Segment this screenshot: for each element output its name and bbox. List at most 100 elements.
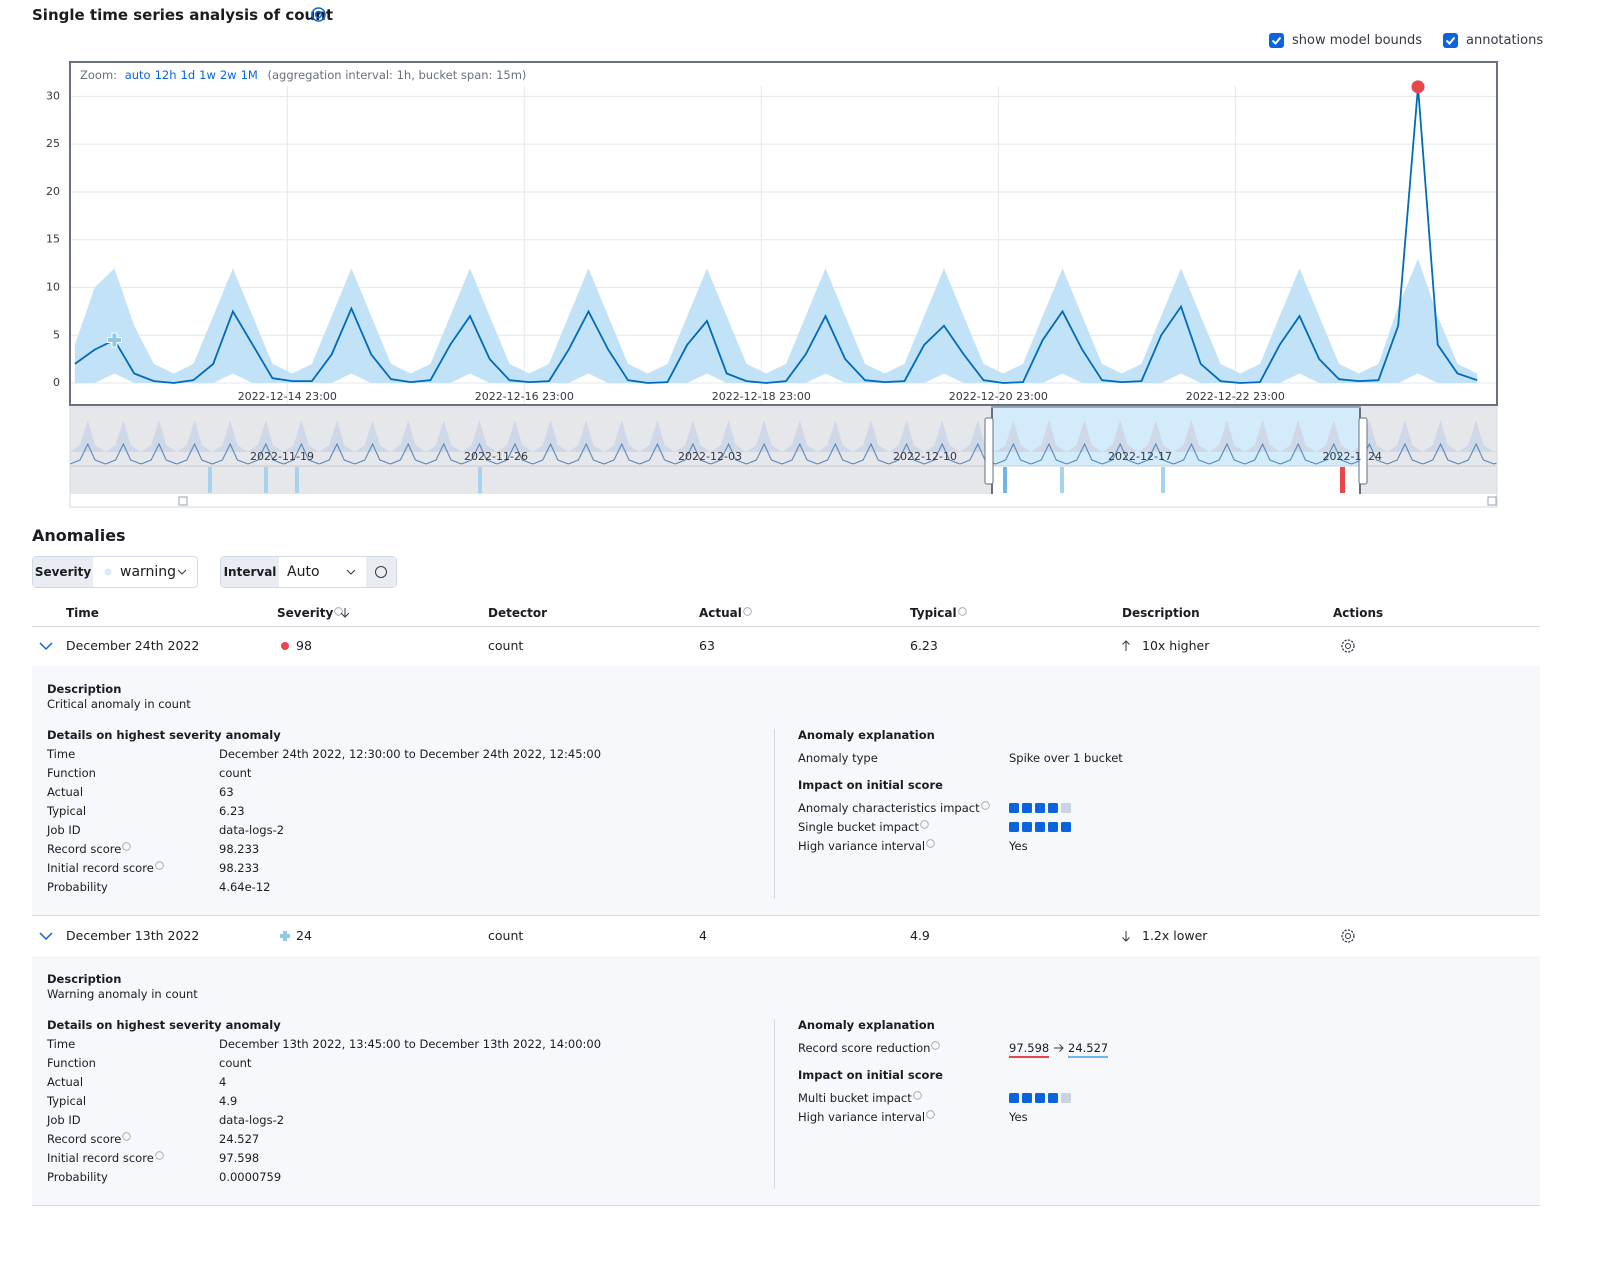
field-value: data-logs-2 bbox=[219, 1113, 285, 1127]
info-icon bbox=[958, 607, 967, 616]
checkbox-label[interactable]: show model bounds bbox=[1292, 33, 1423, 48]
zoom-option[interactable]: 2w bbox=[219, 68, 237, 82]
series-line bbox=[74, 86, 1478, 384]
zoom-option[interactable]: 1M bbox=[240, 68, 258, 82]
cell-severity: 98 bbox=[296, 638, 312, 653]
anomaly-marker bbox=[1411, 80, 1425, 94]
field-value: 6.23 bbox=[219, 804, 245, 818]
impact-blocks bbox=[1009, 1093, 1071, 1103]
help-button[interactable] bbox=[366, 557, 396, 587]
impact-label: High variance interval bbox=[798, 1110, 926, 1124]
expand-chevron bbox=[39, 932, 53, 941]
control-label: Severity bbox=[33, 557, 93, 587]
zoom-option[interactable]: 1w bbox=[199, 68, 216, 82]
overview-annotation bbox=[1060, 467, 1064, 493]
scroll-handle[interactable] bbox=[1487, 496, 1497, 506]
column-header: Actions bbox=[1333, 606, 1384, 620]
scroll-handle[interactable] bbox=[178, 496, 188, 506]
explanation-title: Anomaly explanation bbox=[798, 1018, 935, 1032]
field-value: 98.233 bbox=[219, 842, 260, 856]
overview-annotation bbox=[1161, 467, 1165, 493]
field-label: Time bbox=[47, 747, 76, 761]
impact-value: Yes bbox=[1009, 1110, 1028, 1124]
action-gear[interactable] bbox=[1340, 928, 1356, 944]
field-label: Actual bbox=[47, 785, 84, 799]
field-label: Job ID bbox=[47, 823, 81, 837]
column-header: Typical bbox=[910, 606, 957, 620]
field-value: 98.233 bbox=[219, 861, 260, 875]
impact-label: Multi bucket impact bbox=[798, 1091, 912, 1105]
control-value[interactable]: warning bbox=[120, 564, 177, 580]
x-tick-label: 2022-12-22 23:00 bbox=[1186, 390, 1285, 403]
zoom-option[interactable]: auto bbox=[124, 68, 151, 82]
control-value[interactable]: Auto bbox=[287, 564, 320, 580]
overview-annotation bbox=[264, 467, 268, 493]
zoom-label: Zoom: bbox=[80, 68, 118, 82]
field-value: December 13th 2022, 13:45:00 to December… bbox=[219, 1037, 602, 1051]
overview-label: 2022-12-10 bbox=[893, 450, 957, 463]
zoom-options: auto 12h 1d 1w 2w 1M bbox=[121, 68, 258, 82]
column-header: Detector bbox=[488, 606, 547, 620]
info-icon bbox=[122, 1132, 131, 1141]
y-tick-label: 20 bbox=[46, 185, 60, 198]
chevron bbox=[177, 569, 187, 575]
overview-label: 2022-1 bbox=[1323, 450, 1362, 463]
field-value: count bbox=[219, 1056, 252, 1070]
field-value: count bbox=[219, 766, 252, 780]
column-header: Actual bbox=[699, 606, 742, 620]
field-value: 4.9 bbox=[219, 1094, 238, 1108]
y-tick-label: 0 bbox=[53, 376, 60, 389]
impact-value: Yes bbox=[1009, 839, 1028, 853]
checkbox[interactable] bbox=[1443, 33, 1458, 48]
severity-control[interactable]: Severity warning bbox=[32, 556, 198, 588]
help-icon[interactable] bbox=[310, 6, 327, 23]
info-icon bbox=[155, 861, 164, 870]
model-bounds bbox=[74, 258, 1478, 383]
brush-handle[interactable] bbox=[984, 417, 994, 485]
checkbox-label[interactable]: annotations bbox=[1466, 33, 1544, 48]
direction-arrow bbox=[1122, 931, 1130, 942]
cell-severity: 24 bbox=[296, 928, 312, 943]
field-label: Initial record score bbox=[47, 1151, 154, 1165]
impact-label: High variance interval bbox=[798, 839, 926, 853]
overview-frame bbox=[69, 406, 1498, 508]
field-label: Time bbox=[47, 1037, 76, 1051]
overview-label: 2022-12-17 bbox=[1108, 450, 1172, 463]
cell-typical: 4.9 bbox=[910, 928, 930, 943]
score-to: 24.527 bbox=[1068, 1040, 1109, 1058]
cell-detector: count bbox=[488, 638, 524, 653]
plot-area bbox=[70, 62, 1497, 405]
overview-annotation bbox=[208, 467, 212, 493]
field-value: 4.64e-12 bbox=[219, 880, 271, 894]
overview-annotation bbox=[1340, 467, 1345, 493]
y-tick-label: 25 bbox=[46, 137, 60, 150]
checkbox[interactable] bbox=[1269, 33, 1284, 48]
cell-detector: count bbox=[488, 928, 524, 943]
severity-icon bbox=[281, 642, 289, 650]
impact-blocks bbox=[1009, 822, 1071, 832]
interval-control[interactable]: Interval Auto bbox=[220, 556, 397, 588]
field-label: Actual bbox=[47, 1075, 84, 1089]
explanation-label: Anomaly type bbox=[798, 751, 878, 765]
cell-description: 10x higher bbox=[1142, 638, 1210, 653]
details-text: Critical anomaly in count bbox=[47, 697, 191, 711]
cell-description: 1.2x lower bbox=[1142, 928, 1208, 943]
action-gear[interactable] bbox=[1340, 638, 1356, 654]
overview-annotation bbox=[1003, 467, 1007, 493]
details-panel bbox=[32, 956, 1540, 1206]
brush-handle[interactable] bbox=[1358, 417, 1368, 485]
x-tick-label: 2022-12-14 23:00 bbox=[238, 390, 337, 403]
page-title: Single time series analysis of count bbox=[32, 6, 334, 24]
field-label: Job ID bbox=[47, 1113, 81, 1127]
zoom-option[interactable]: 1d bbox=[180, 68, 196, 82]
info-icon bbox=[334, 607, 343, 616]
column-divider bbox=[774, 729, 775, 899]
y-tick-label: 30 bbox=[46, 89, 60, 102]
field-label: Typical bbox=[47, 1094, 87, 1108]
field-label: Probability bbox=[47, 880, 108, 894]
zoom-option[interactable]: 12h bbox=[154, 68, 177, 82]
info-icon bbox=[981, 801, 990, 810]
info-icon bbox=[931, 1041, 940, 1050]
expand-chevron bbox=[39, 642, 53, 651]
